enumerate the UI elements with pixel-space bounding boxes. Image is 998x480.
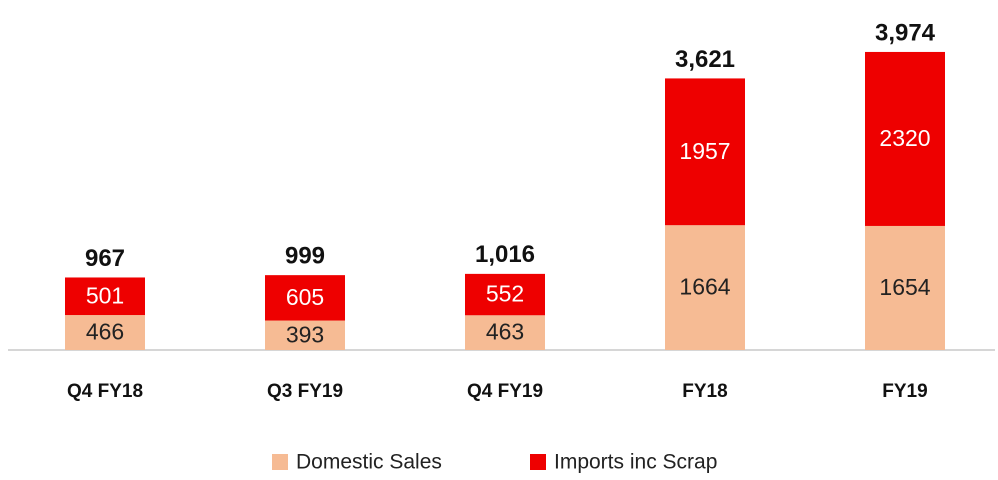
- bar-segment: [265, 275, 345, 321]
- bar-segment: [865, 225, 945, 350]
- total-label: 3,621: [675, 46, 735, 73]
- bar-segment: [865, 51, 945, 226]
- bar-segment: [465, 273, 545, 316]
- legend-swatch: [530, 454, 546, 470]
- bar-segment: [665, 225, 745, 350]
- bar-segment: [465, 315, 545, 350]
- value-label: 605: [286, 284, 324, 310]
- x-tick-label: FY18: [682, 381, 727, 402]
- total-label: 967: [85, 245, 125, 272]
- value-label: 1654: [879, 274, 930, 300]
- value-label: 393: [286, 321, 324, 347]
- value-label: 501: [86, 282, 124, 308]
- x-tick-label: Q4 FY19: [467, 381, 543, 402]
- x-tick-label: Q4 FY18: [67, 381, 143, 402]
- bar-segment: [65, 277, 145, 316]
- x-tick-label: Q3 FY19: [267, 381, 343, 402]
- total-label: 3,974: [875, 19, 936, 46]
- bar-segment: [265, 320, 345, 350]
- value-label: 552: [486, 281, 524, 307]
- value-label: 1664: [679, 274, 730, 300]
- bar-segment: [65, 315, 145, 350]
- bar-segment: [665, 78, 745, 226]
- value-label: 1957: [679, 138, 730, 164]
- legend-label: Domestic Sales: [296, 451, 442, 474]
- legend-swatch: [272, 454, 288, 470]
- total-label: 1,016: [475, 241, 535, 268]
- value-label: 2320: [879, 125, 930, 151]
- total-label: 999: [285, 242, 325, 269]
- value-label: 463: [486, 319, 524, 345]
- value-label: 466: [86, 319, 124, 345]
- legend-label: Imports inc Scrap: [554, 451, 717, 474]
- x-tick-label: FY19: [882, 381, 927, 402]
